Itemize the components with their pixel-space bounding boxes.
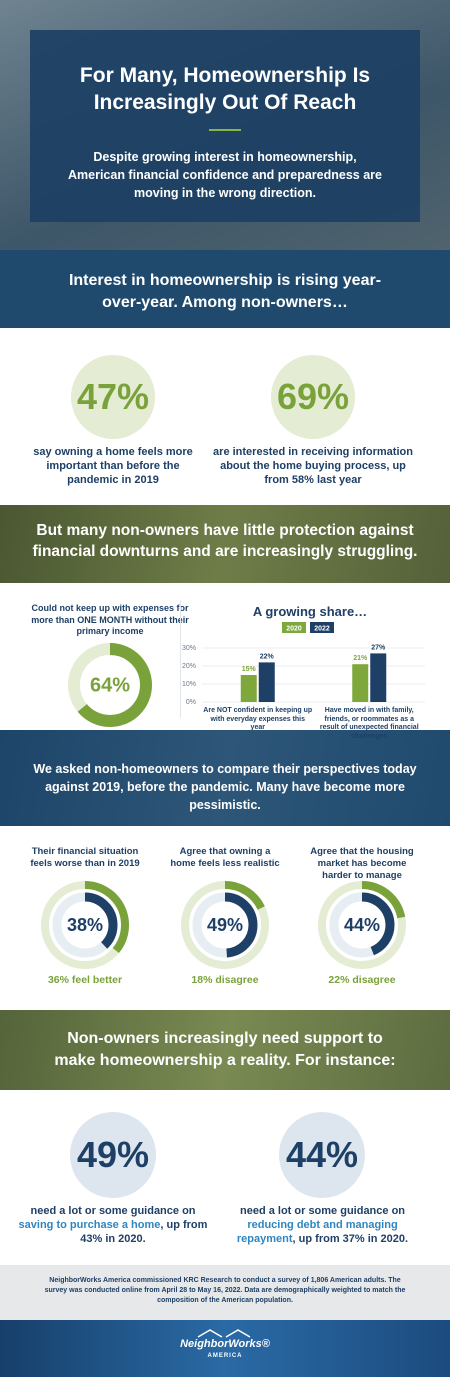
section-band <box>0 730 450 826</box>
item-caption: Agree that owning a home feels less real… <box>170 846 280 869</box>
donut-label: 64% <box>90 674 130 696</box>
section-band <box>0 250 450 328</box>
section-heading: Interest in homeownership is rising year… <box>68 272 382 311</box>
caption-highlight: saving to purchase a home <box>18 1219 161 1231</box>
footnote-band <box>0 1265 450 1320</box>
stat-circle: 69% <box>271 355 355 439</box>
compare-value: 22% <box>328 974 350 986</box>
section-heading: We asked non-homeowners to compare their… <box>33 762 417 812</box>
bar <box>240 675 257 702</box>
footer <box>0 1320 450 1377</box>
compare-label: disagree <box>352 974 396 986</box>
section-heading: But many non-owners have little protecti… <box>32 522 418 560</box>
stat-circle: 47% <box>71 355 155 439</box>
x-tick-label: Have moved in with family, friends, or r… <box>319 707 419 740</box>
section-band <box>0 505 450 583</box>
bar <box>258 662 275 702</box>
stat-caption: need a lot or some guidance on reducing … <box>230 1204 415 1246</box>
legend-swatch <box>310 622 334 633</box>
caption-text: , up from 37% in 2020. <box>292 1233 409 1245</box>
donut-arc <box>318 881 406 969</box>
caption-highlight: reducing debt and managing repayment <box>236 1219 398 1245</box>
x-tick-label: Are NOT confident in keeping up with eve… <box>203 707 313 731</box>
stat-caption: say owning a home feels more important t… <box>33 446 193 486</box>
logo-sub: AMERICA <box>207 1353 243 1359</box>
stat-circle: 44% <box>279 1112 365 1198</box>
compare-value: 18% <box>191 974 213 986</box>
bar <box>352 664 369 702</box>
separator <box>180 600 181 718</box>
stat-caption: are interested in receiving information … <box>213 446 413 486</box>
donut-arc <box>68 643 152 727</box>
legend-label: 2022 <box>314 625 330 632</box>
donut-arc <box>329 892 395 958</box>
donut-label: 38% <box>67 915 103 935</box>
hero-subtitle: Despite growing interest in homeownershi… <box>67 150 382 200</box>
caption-text: , up from 43% in 2020. <box>80 1219 208 1245</box>
value-label: 21% <box>353 655 368 662</box>
donut: 64% <box>68 643 152 727</box>
donut-caption: Could not keep up with expenses for more… <box>31 603 189 636</box>
donut: 49% <box>181 881 269 969</box>
donut: 38% <box>41 881 129 969</box>
compare-value: 36% <box>47 974 69 986</box>
donut-arc <box>181 881 269 969</box>
compare-label: feel better <box>71 974 123 986</box>
y-tick-label: 30% <box>182 645 196 652</box>
value-label: 15% <box>242 666 257 673</box>
logo-roofs <box>197 1329 251 1338</box>
chart-title: A growing share… <box>252 604 368 619</box>
hero-box <box>30 30 420 222</box>
compare-label: disagree <box>215 974 259 986</box>
donut-arc <box>52 892 118 958</box>
item-caption: Their financial situation feels worse th… <box>30 846 140 869</box>
y-tick-label: 20% <box>182 663 196 670</box>
bar-chart: 0% 10% 20% 30% 15%22% 21%27% <box>182 644 425 706</box>
legend-swatch <box>282 622 306 633</box>
legend: 2020 2022 <box>282 622 334 633</box>
donut-arc <box>192 892 258 958</box>
section-band <box>0 1010 450 1090</box>
footnote: NeighborWorks America commissioned KRC R… <box>44 1277 406 1304</box>
y-tick-label: 10% <box>182 681 196 688</box>
donut-arc <box>41 881 129 969</box>
value-label: 22% <box>260 653 275 660</box>
donut-label: 49% <box>207 915 243 935</box>
compare-text: 36% feel better <box>25 974 145 986</box>
item-caption: Agree that the housing market has become… <box>310 846 414 881</box>
y-tick-label: 0% <box>186 699 196 706</box>
divider <box>209 129 241 131</box>
caption-text: need a lot or some guidance on <box>30 1205 196 1217</box>
compare-text: 18% disagree <box>165 974 285 986</box>
donut: 44% <box>318 881 406 969</box>
logo-name: NeighborWorks® <box>180 1338 270 1350</box>
value-label: 27% <box>371 644 386 651</box>
bar <box>370 653 387 702</box>
donut-label: 44% <box>344 915 380 935</box>
section-heading: Non-owners increasingly need support to … <box>54 1030 396 1069</box>
stat-caption: need a lot or some guidance on saving to… <box>13 1204 213 1246</box>
hero-title: For Many, Homeownership Is Increasingly … <box>79 64 371 114</box>
compare-text: 22% disagree <box>302 974 422 986</box>
stat-circle: 49% <box>70 1112 156 1198</box>
caption-text: need a lot or some guidance on <box>239 1205 406 1217</box>
legend-label: 2020 <box>286 625 302 632</box>
